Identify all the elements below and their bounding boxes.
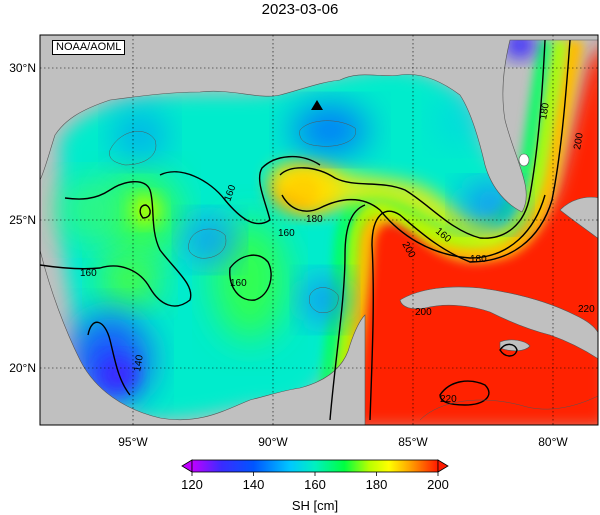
triangle-marker (311, 100, 323, 110)
colorbar-tick-labels: 120 140 160 180 200 (181, 477, 449, 492)
contour-220 (439, 380, 490, 406)
colorbar-tick-marks (191, 472, 439, 476)
contour-label-group: 160 160 160 160 180 180 160 200 180 200 … (80, 102, 595, 405)
lon-label-95w: 95°W (118, 435, 148, 449)
contour-label: 180 (470, 254, 487, 265)
lon-label-85w: 85°W (398, 435, 428, 449)
lat-label-30n: 30°N (9, 61, 36, 75)
contour-label: 220 (440, 394, 457, 405)
thin-contours (109, 120, 598, 421)
lon-labels: 95°W 90°W 85°W 80°W (118, 435, 568, 449)
colorbar-tick-label: 120 (181, 477, 203, 492)
map-area: 160 160 160 160 180 180 160 200 180 200 … (40, 35, 598, 425)
land-masses (40, 35, 598, 425)
colorbar: 120 140 160 180 200 SH [cm] (181, 459, 449, 513)
contour-140 (87, 321, 131, 396)
colorbar-high-arrow (437, 459, 449, 473)
colorbar-low-arrow (181, 459, 193, 473)
sea-height-field (60, 35, 598, 425)
contour-200-eddy (499, 343, 518, 357)
contour-160-south (229, 254, 272, 301)
lon-label-80w: 80°W (538, 435, 568, 449)
contour-label: 180 (538, 102, 552, 121)
colorbar-tick-label: 160 (304, 477, 326, 492)
plot-frame (39, 34, 599, 426)
colorbar-label: SH [cm] (292, 498, 338, 513)
cuba (399, 286, 598, 360)
contour-160-center (159, 155, 321, 225)
colorbar-tick-label: 180 (366, 477, 388, 492)
graticule (40, 35, 598, 425)
mexico (40, 249, 366, 425)
lat-label-20n: 20°N (9, 361, 36, 375)
lat-labels: 30°N 25°N 20°N (9, 61, 36, 375)
lake-okeechobee (518, 153, 530, 167)
lon-label-90w: 90°W (258, 435, 288, 449)
contour-label: 200 (572, 132, 586, 151)
us-gulf-coast (40, 35, 598, 213)
contour-label: 180 (306, 214, 323, 225)
contour-160-west (40, 181, 192, 307)
bahamas (559, 196, 598, 239)
contour-label: 160 (80, 268, 97, 279)
jamaica (499, 339, 531, 352)
lat-label-25n: 25°N (9, 213, 36, 227)
map-title: 2023-03-06 (261, 1, 339, 18)
colorbar-tick-label: 200 (427, 477, 449, 492)
contour-160-dome (139, 204, 151, 219)
contour-200 (369, 39, 571, 421)
contour-label: 160 (230, 278, 247, 289)
contour-label: 160 (278, 228, 295, 239)
contour-180-north (279, 39, 546, 239)
credit-label: NOAA/AOML (52, 40, 126, 55)
colorbar-gradient (191, 459, 439, 473)
contour-label: 220 (578, 304, 595, 315)
contour-label: 200 (415, 307, 432, 318)
contour-160-loop (329, 204, 366, 421)
contour-label: 140 (132, 354, 146, 373)
colorbar-tick-label: 140 (243, 477, 265, 492)
